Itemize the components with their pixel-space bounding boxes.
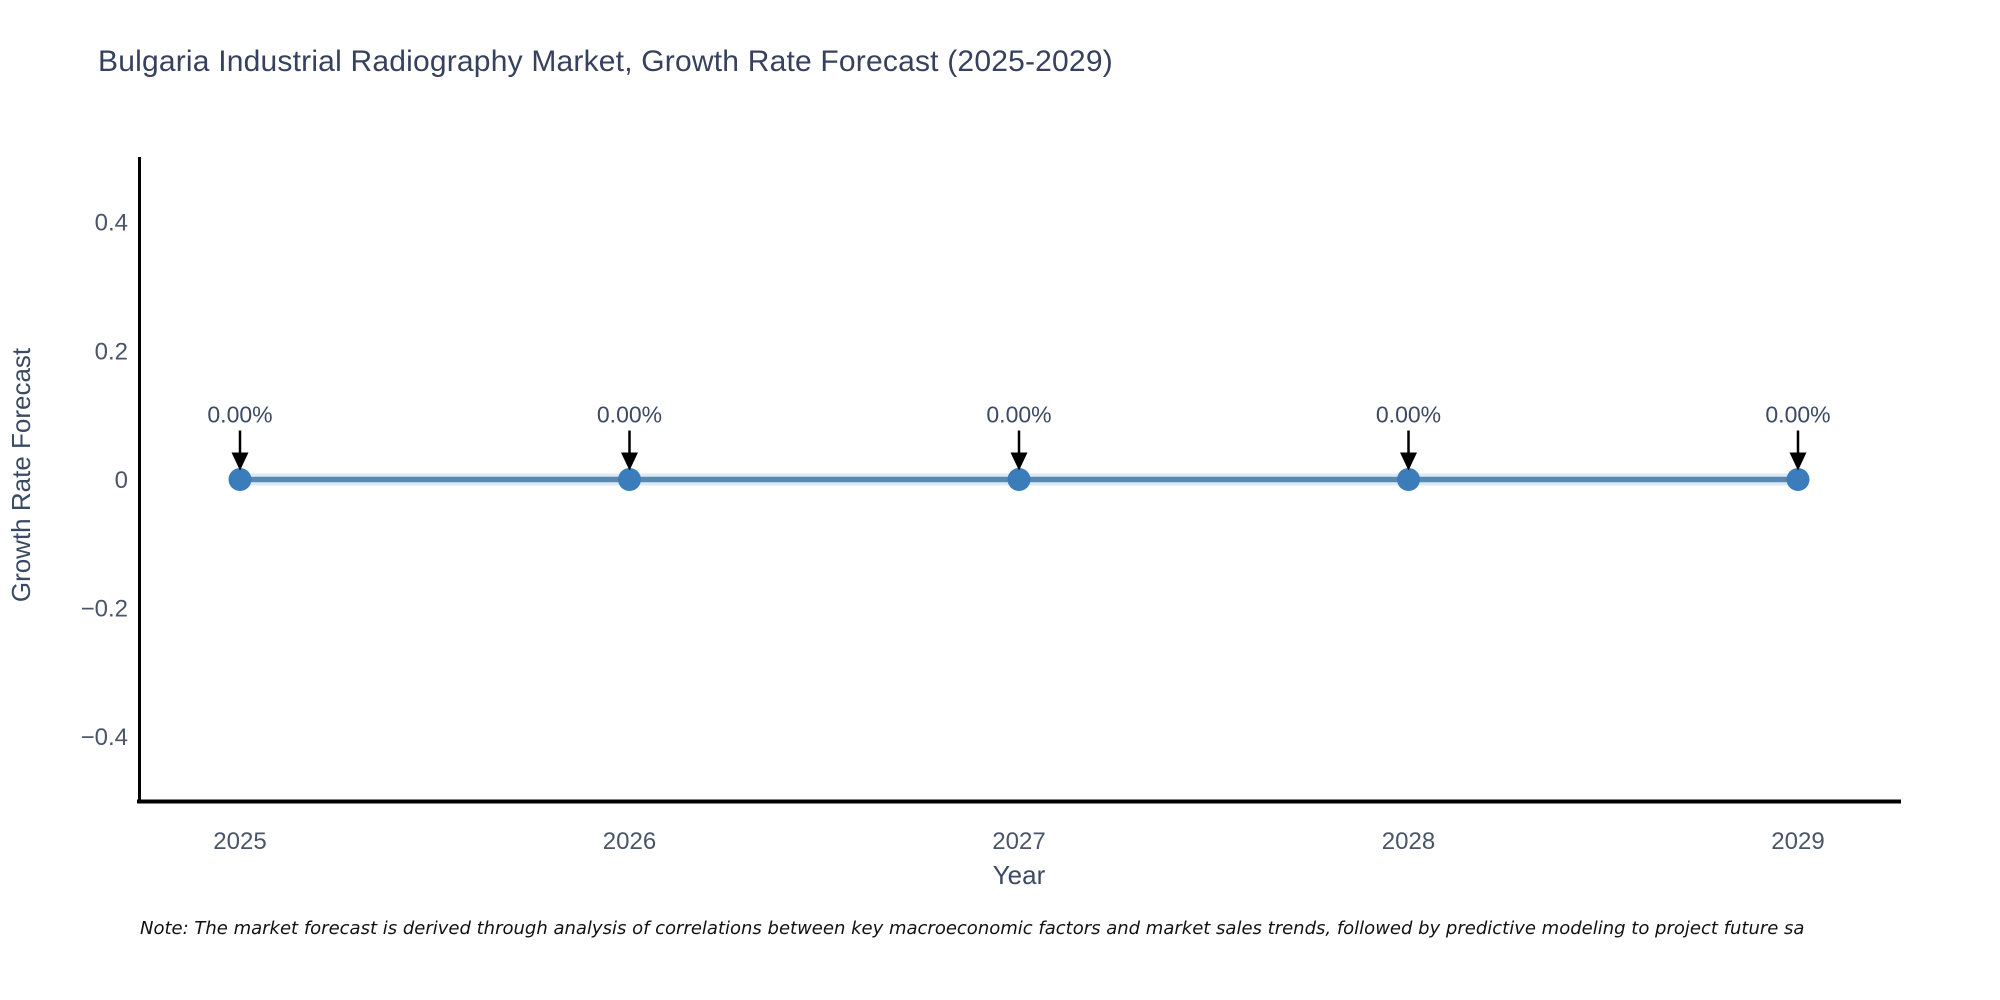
x-tick-label: 2025 bbox=[213, 828, 266, 855]
data-point-label: 0.00% bbox=[986, 402, 1051, 428]
data-point-marker bbox=[1007, 468, 1031, 491]
y-axis-title: Growth Rate Forecast bbox=[6, 347, 36, 602]
annotation-arrow-head bbox=[1789, 452, 1807, 471]
y-tick-label: −0.4 bbox=[81, 724, 128, 751]
data-point-label: 0.00% bbox=[1376, 402, 1441, 428]
data-point-label: 0.00% bbox=[207, 402, 272, 428]
x-tick-label: 2028 bbox=[1382, 828, 1435, 855]
plot-area: 0.4 0.2 0 −0.2 −0.4 2025 2026 2027 2028 2029 0.00%… bbox=[81, 157, 1901, 855]
footnote: Note: The market forecast is derived thr… bbox=[140, 918, 1805, 939]
annotation-arrow-head bbox=[1400, 452, 1417, 471]
data-point-marker bbox=[618, 468, 641, 491]
data-point-label: 0.00% bbox=[597, 402, 662, 428]
x-tick-label: 2027 bbox=[992, 828, 1045, 855]
data-point-marker bbox=[1397, 468, 1420, 491]
data-point-marker bbox=[1786, 468, 1810, 491]
x-axis-title: Year bbox=[993, 860, 1046, 890]
y-tick-label: 0.4 bbox=[95, 210, 128, 237]
annotation-arrow-head bbox=[621, 452, 638, 471]
y-tick-label: −0.2 bbox=[81, 596, 128, 623]
chart-title: Bulgaria Industrial Radiography Market, … bbox=[98, 45, 1113, 78]
annotation-arrow-head bbox=[231, 452, 249, 471]
x-tick-label: 2029 bbox=[1771, 828, 1824, 855]
data-point-label: 0.00% bbox=[1765, 402, 1830, 428]
x-tick-label: 2026 bbox=[603, 828, 656, 855]
data-point-marker bbox=[228, 468, 252, 491]
y-tick-label: 0.2 bbox=[95, 338, 128, 365]
annotation-arrow-head bbox=[1010, 452, 1028, 471]
y-tick-label: 0 bbox=[115, 467, 128, 494]
